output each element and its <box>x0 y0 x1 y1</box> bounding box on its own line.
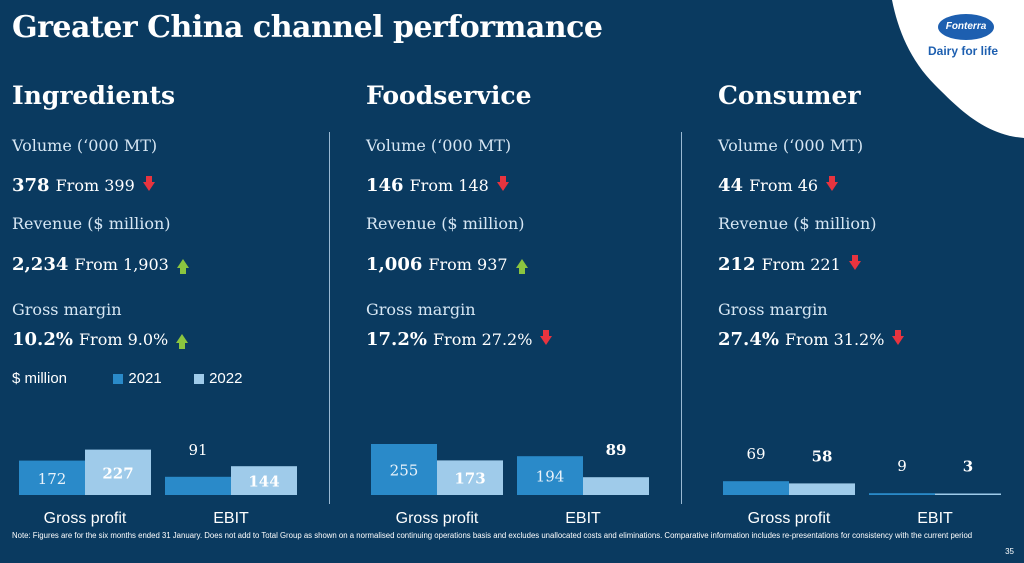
category-label: EBIT <box>917 510 953 527</box>
arrow-up-icon <box>176 334 189 349</box>
volume-from: From 46 <box>749 176 819 195</box>
divider-left <box>329 132 330 504</box>
arrow-down-icon <box>540 330 553 345</box>
volume-label: Volume (‘000 MT) <box>366 136 512 155</box>
bar-2022-ebit <box>935 493 1001 495</box>
revenue-from: From 1,903 <box>74 255 169 274</box>
revenue-from: From 937 <box>428 255 508 274</box>
data-label: 89 <box>606 441 627 459</box>
margin-value-row: 27.4% From 31.2% <box>718 329 905 350</box>
page-title: Greater China channel performance <box>12 10 603 45</box>
bar-2021-gross-profit <box>19 460 85 495</box>
arrow-down-icon <box>142 176 155 191</box>
volume-value-row: 146 From 148 <box>366 175 509 196</box>
revenue-label: Revenue ($ million) <box>366 214 525 233</box>
bar-2022-ebit <box>231 466 297 495</box>
legend-swatch-2022 <box>194 374 205 385</box>
legend-2022: 2022 <box>209 370 243 387</box>
data-label: 173 <box>454 470 485 488</box>
footnote: Note: Figures are for the six months end… <box>12 531 973 540</box>
page-number: 35 <box>1005 547 1014 556</box>
margin-value: 10.2% <box>12 329 73 350</box>
revenue-value-row: 1,006 From 937 <box>366 254 528 275</box>
logo-brand: Fonterra <box>938 14 994 40</box>
data-label: 144 <box>248 473 279 491</box>
margin-value: 27.4% <box>718 329 779 350</box>
bar-2021-ebit <box>869 493 935 495</box>
data-label: 255 <box>390 462 419 480</box>
bar-2021-gross-profit <box>723 481 789 495</box>
margin-from: From 27.2% <box>432 330 533 349</box>
margin-value-row: 10.2% From 9.0% <box>12 329 189 350</box>
data-label: 69 <box>746 445 765 463</box>
bar-2021-gross-profit <box>371 444 437 495</box>
data-label: 172 <box>38 470 67 488</box>
volume-value-row: 378 From 399 <box>12 175 155 196</box>
volume-from: From 399 <box>55 176 135 195</box>
revenue-value: 212 <box>718 254 756 275</box>
bar-2021-ebit <box>165 476 231 495</box>
bar-2022-ebit <box>583 477 649 495</box>
arrow-down-icon <box>496 176 509 191</box>
logo-tagline: Dairy for life <box>928 44 999 58</box>
data-label: 91 <box>188 441 207 459</box>
revenue-value-row: 212 From 221 <box>718 254 861 275</box>
legend-2021: 2021 <box>128 370 162 387</box>
legend-swatch-2021 <box>113 374 124 385</box>
chart-legend: $ million 2021 2022 <box>12 370 242 387</box>
revenue-label: Revenue ($ million) <box>718 214 877 233</box>
arrow-down-icon <box>848 255 861 270</box>
divider-right <box>681 132 682 504</box>
volume-value: 44 <box>718 175 744 196</box>
margin-value: 17.2% <box>366 329 427 350</box>
category-label: Gross profit <box>44 510 127 527</box>
category-label: Gross profit <box>396 510 479 527</box>
revenue-value-row: 2,234 From 1,903 <box>12 254 189 275</box>
revenue-label: Revenue ($ million) <box>12 214 171 233</box>
category-label: EBIT <box>213 510 249 527</box>
margin-from: From 31.2% <box>784 330 885 349</box>
data-label: 9 <box>897 457 907 475</box>
volume-value: 146 <box>366 175 404 196</box>
column-title: Ingredients <box>12 81 176 110</box>
category-label: Gross profit <box>748 510 831 527</box>
category-label: EBIT <box>565 510 601 527</box>
bar-2022-gross-profit <box>789 483 855 495</box>
bar-2022-gross-profit <box>437 460 503 495</box>
arrow-up-icon <box>515 259 528 274</box>
arrow-up-icon <box>176 259 189 274</box>
margin-value-row: 17.2% From 27.2% <box>366 329 553 350</box>
data-label: 227 <box>102 464 133 482</box>
volume-value-row: 44 From 46 <box>718 175 839 196</box>
margin-label: Gross margin <box>12 300 122 319</box>
margin-label: Gross margin <box>366 300 476 319</box>
data-label: 3 <box>963 458 973 476</box>
volume-label: Volume (‘000 MT) <box>12 136 158 155</box>
revenue-value: 1,006 <box>366 254 423 275</box>
volume-value: 378 <box>12 175 50 196</box>
data-label: 194 <box>536 468 565 486</box>
volume-from: From 148 <box>409 176 489 195</box>
bar-2022-gross-profit <box>85 449 151 495</box>
revenue-from: From 221 <box>761 255 841 274</box>
arrow-down-icon <box>826 176 839 191</box>
volume-label: Volume (‘000 MT) <box>718 136 864 155</box>
column-title: Consumer <box>718 81 861 110</box>
revenue-value: 2,234 <box>12 254 69 275</box>
arrow-down-icon <box>892 330 905 345</box>
column-title: Foodservice <box>366 81 532 110</box>
legend-unit: $ million <box>12 370 68 387</box>
margin-from: From 9.0% <box>78 330 169 349</box>
margin-label: Gross margin <box>718 300 828 319</box>
data-label: 58 <box>812 447 833 465</box>
bar-2021-ebit <box>517 456 583 495</box>
